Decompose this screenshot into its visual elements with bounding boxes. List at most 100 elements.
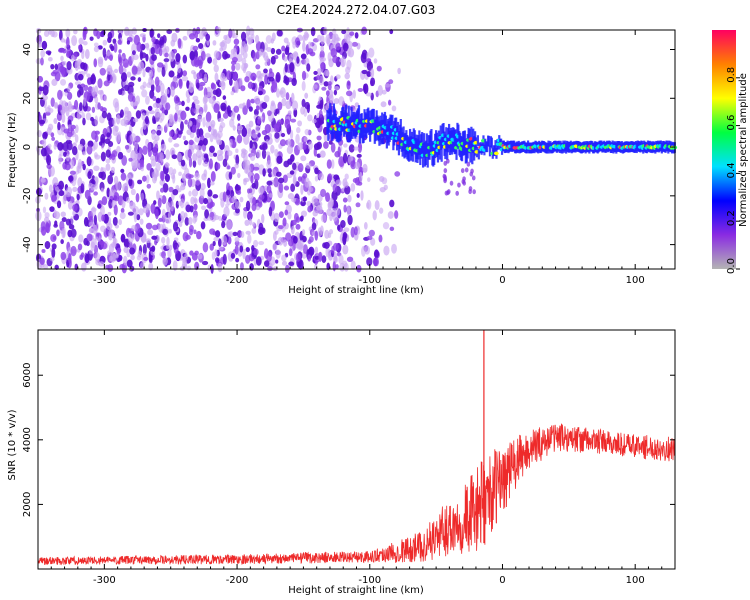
spectrogram-point — [214, 257, 220, 263]
spectrogram-point — [127, 211, 134, 216]
spectrogram-point — [60, 239, 64, 245]
spectrogram-point — [273, 177, 279, 188]
spectrogram-point — [45, 221, 50, 233]
spectrogram-point — [193, 229, 197, 235]
spectrogram-point — [150, 47, 156, 55]
spectrogram-point — [370, 68, 375, 78]
spectrogram-point — [195, 82, 200, 89]
spectrogram-point — [296, 56, 300, 64]
spectrogram-point — [118, 56, 123, 66]
spectrogram-point — [213, 214, 220, 221]
spectrogram-point — [191, 188, 199, 197]
spectrogram-point — [248, 218, 253, 226]
spectrogram-point — [306, 103, 310, 114]
spectrogram-point — [234, 163, 239, 169]
spectrogram-point — [245, 247, 250, 253]
spectrogram-point — [51, 194, 58, 202]
spectrogram-point — [141, 89, 148, 98]
spectrogram-point — [185, 204, 192, 213]
spectrogram-point — [342, 234, 347, 246]
spectrogram-point — [59, 65, 65, 73]
spectrogram-point — [464, 167, 469, 173]
spectrogram-point — [195, 180, 200, 186]
spectrogram-point — [373, 249, 380, 259]
spectrogram-point — [165, 149, 171, 160]
spectrogram-point — [290, 183, 296, 192]
spectrogram-point — [280, 132, 286, 138]
spectrogram-point — [457, 182, 461, 188]
spectrogram-point — [357, 87, 364, 92]
spectrogram-point — [378, 234, 383, 243]
spectrogram-point — [172, 240, 178, 250]
spectrogram-point — [228, 77, 233, 86]
spectrogram-point — [270, 100, 275, 107]
spectrogram-point — [179, 184, 186, 191]
spectrogram-point — [101, 30, 106, 35]
spectrogram-point — [216, 149, 223, 157]
spectrogram-point — [231, 64, 236, 72]
spectrogram-point — [87, 77, 91, 86]
spectrogram-point — [300, 200, 306, 207]
spectrogram-point — [155, 208, 159, 220]
snr-x-tick-label: -100 — [358, 575, 381, 586]
spectrogram-point — [181, 173, 186, 182]
spectrogram-point — [213, 152, 218, 157]
spectrogram-point — [194, 214, 198, 223]
spectrogram-y-tick-label: -20 — [22, 188, 33, 204]
spectrogram-point — [289, 62, 295, 73]
spectrogram-point — [81, 112, 86, 119]
spectrogram-point — [153, 200, 157, 206]
spectrogram-point — [198, 139, 204, 146]
spectrogram-point — [64, 163, 71, 171]
spectrogram-point — [297, 162, 304, 173]
spectrogram-point — [154, 76, 160, 87]
spectrogram-point — [130, 254, 135, 261]
spectrogram-point — [300, 155, 307, 162]
spectrogram-point — [202, 161, 209, 167]
spectrogram-point — [63, 106, 69, 112]
spectrogram-point — [257, 132, 261, 138]
spectrogram-point — [222, 253, 227, 265]
spectrogram-point — [65, 218, 72, 226]
spectrogram-point — [238, 103, 245, 109]
colorbar-tick-label: 0.2 — [726, 210, 737, 226]
spectrogram-point — [363, 83, 369, 95]
spectrogram-point — [226, 105, 231, 114]
spectrogram-point — [215, 162, 221, 170]
spectrogram-point — [255, 105, 260, 111]
spectrogram-point — [73, 29, 78, 35]
spectrogram-point — [213, 64, 219, 73]
spectrogram-ridge-cell — [440, 137, 443, 162]
spectrogram-point — [189, 205, 194, 213]
spectrogram-point — [120, 72, 128, 82]
spectrogram-point — [228, 28, 233, 39]
spectrogram-point — [332, 183, 338, 193]
spectrogram-point — [145, 203, 151, 211]
spectrogram-point — [277, 225, 284, 230]
spectrogram-point — [335, 42, 341, 51]
spectrogram-point — [135, 110, 142, 119]
spectrogram-point — [333, 251, 338, 263]
spectrogram-point — [305, 162, 312, 169]
snr-y-tick-label: 6000 — [22, 362, 33, 387]
spectrogram-point — [271, 32, 276, 42]
colorbar-tick-label: 0.6 — [726, 115, 737, 131]
spectrogram-point — [67, 200, 73, 210]
spectrogram-point — [327, 201, 333, 211]
spectrogram-point — [77, 143, 84, 151]
spectrogram-point — [107, 36, 112, 44]
spectrogram-point — [145, 95, 150, 105]
spectrogram-point — [295, 253, 301, 262]
spectrogram-point — [297, 242, 304, 250]
spectrogram-point — [284, 47, 290, 56]
colorbar-tick-label: 0.8 — [726, 67, 737, 83]
spectrogram-point — [188, 82, 195, 94]
spectrogram-point — [176, 152, 182, 162]
spectrogram-point — [136, 214, 141, 221]
spectrogram-point — [178, 171, 182, 177]
spectrogram-point — [128, 157, 133, 162]
spectrogram-point — [42, 206, 47, 214]
spectrogram-point — [356, 193, 360, 198]
spectrogram-point — [60, 251, 67, 261]
spectrogram-point — [331, 159, 335, 169]
